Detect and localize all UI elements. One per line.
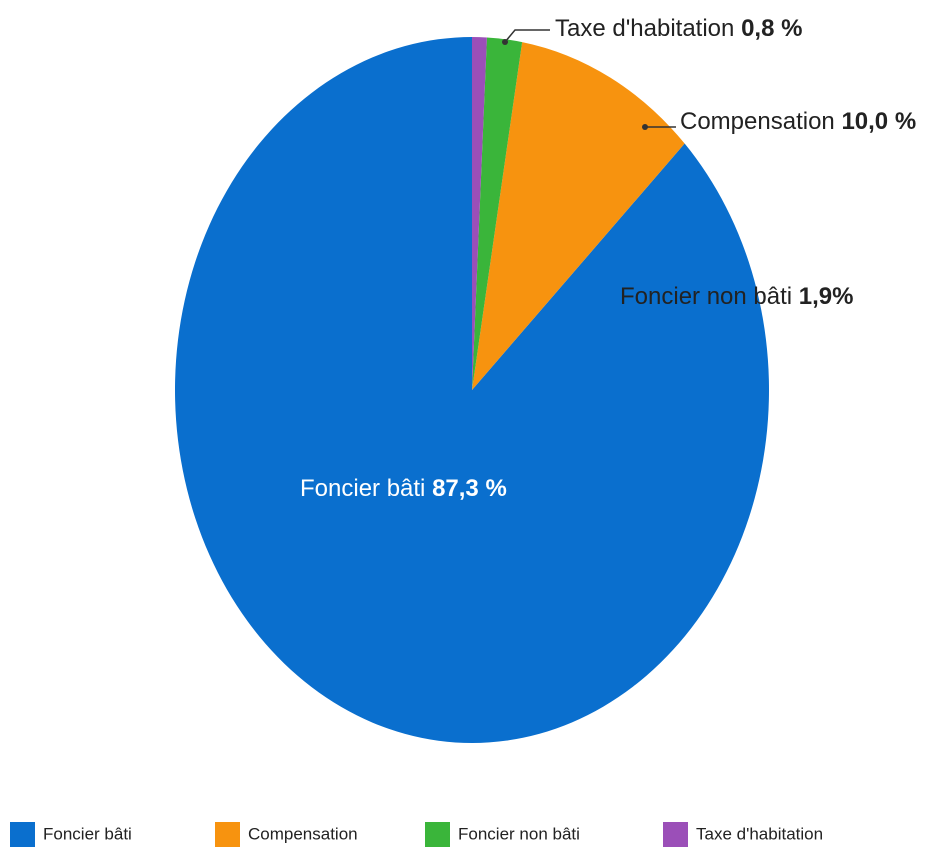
slice-label: Foncier bâti 87,3 % — [300, 475, 507, 502]
pie-slice — [472, 37, 523, 390]
slice-label-name: Foncier non bâti — [620, 283, 792, 310]
slice-label: Compensation 10,0 % — [680, 108, 916, 135]
legend-swatch — [425, 822, 450, 847]
slice-label-value: 87,3 % — [432, 475, 507, 502]
pie-slice — [472, 42, 685, 391]
legend-swatch — [10, 822, 35, 847]
slice-label-value: 10,0 % — [841, 108, 916, 135]
slice-label: Taxe d'habitation 0,8 % — [555, 15, 802, 42]
slice-label-name: Foncier bâti — [300, 475, 425, 502]
pie-slice — [472, 37, 487, 390]
legend: Foncier bâti Compensation Foncier non bâti… — [10, 822, 823, 847]
labels: Foncier bâti 87,3 % Compensation 10,0 % Fo… — [300, 15, 916, 502]
slice-label-name: Taxe d'habitation — [555, 15, 734, 42]
legend-swatch — [663, 822, 688, 847]
leader-line — [504, 29, 550, 43]
leader-dot — [642, 124, 648, 130]
legend-label: Foncier non bâti — [458, 824, 580, 843]
legend-label: Foncier bâti — [43, 824, 132, 843]
leader-dot — [502, 39, 508, 45]
pie-slice — [174, 37, 769, 743]
slice-label-value: 0,8 % — [741, 15, 802, 42]
legend-label: Taxe d'habitation — [696, 824, 823, 843]
slice-label-name: Compensation — [680, 108, 835, 135]
slice-label-value: 1,9% — [799, 283, 854, 310]
pie — [174, 37, 769, 743]
legend-swatch — [215, 822, 240, 847]
legend-label: Compensation — [248, 824, 358, 843]
slice-label: Foncier non bâti 1,9% — [620, 283, 853, 310]
